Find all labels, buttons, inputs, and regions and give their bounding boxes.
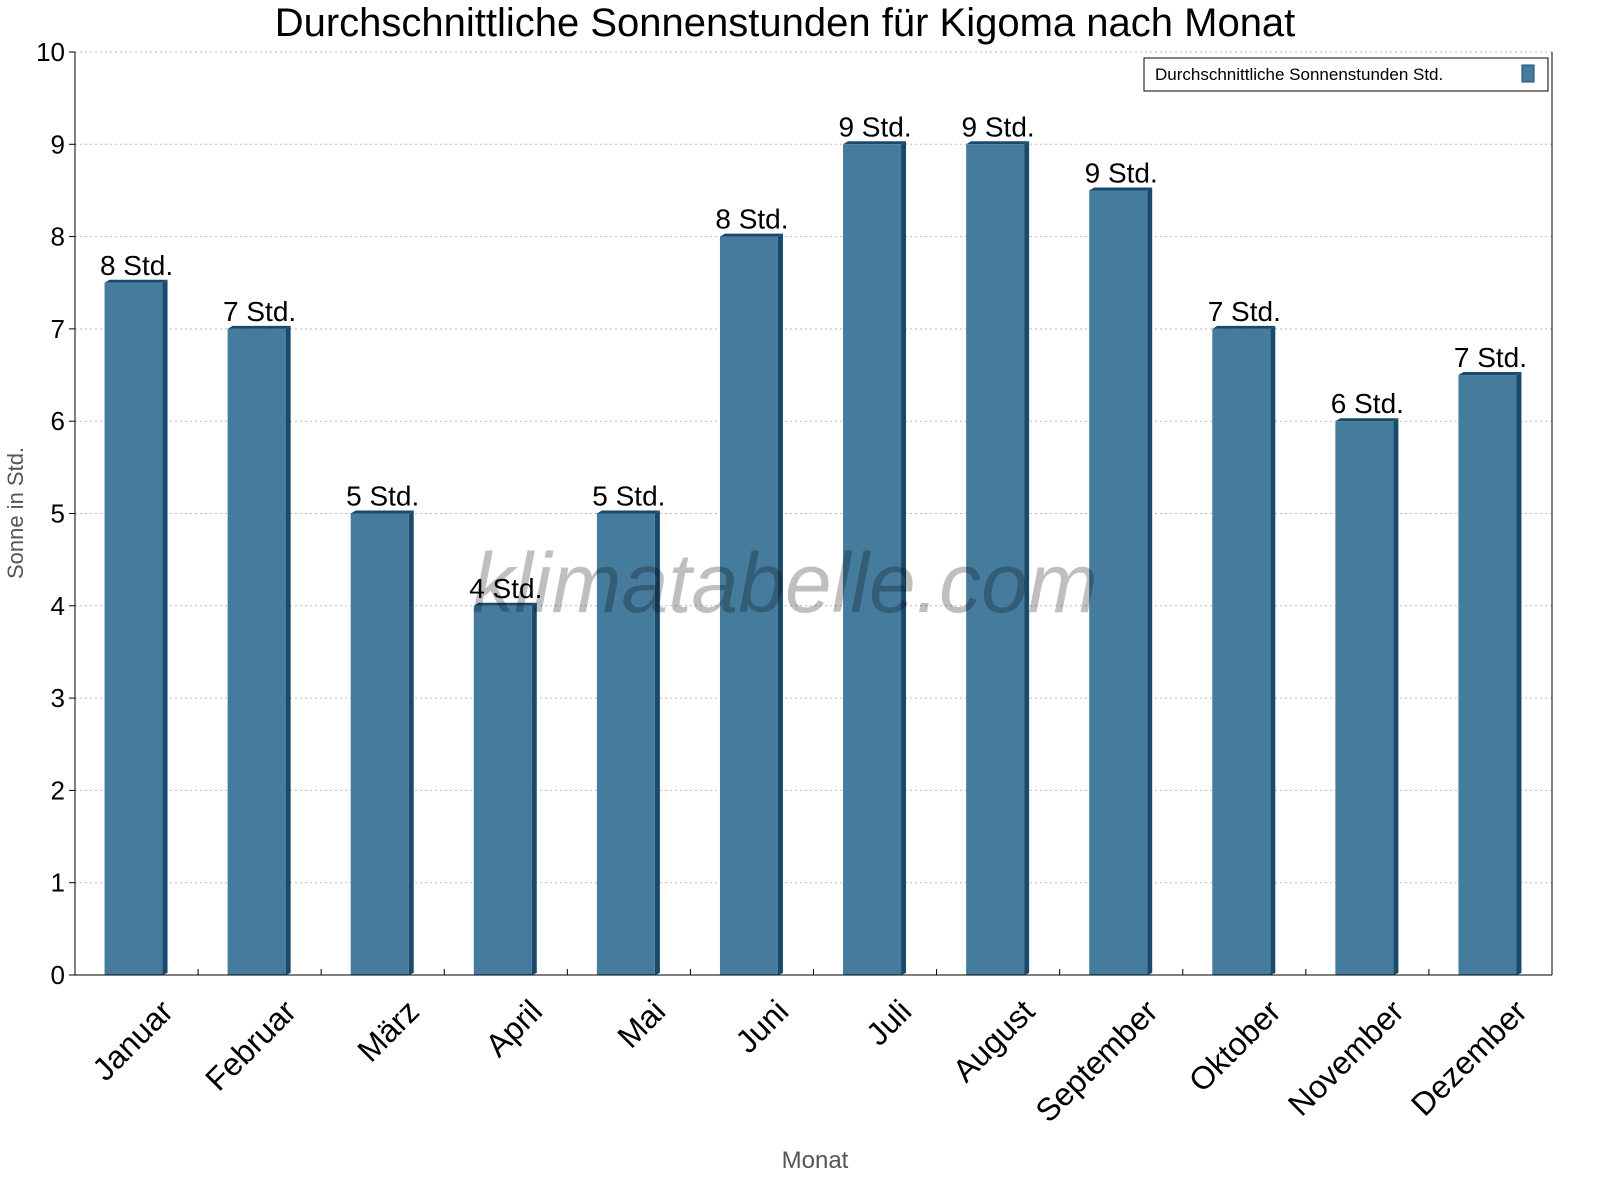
bar	[104, 282, 163, 975]
data-label: 7 Std.	[223, 296, 296, 327]
bar-side	[1516, 372, 1522, 975]
x-tick-label: Januar	[85, 993, 180, 1088]
watermark: klimatabelle.com	[472, 536, 1098, 630]
bar-top	[1335, 418, 1399, 422]
bar	[1458, 375, 1517, 975]
bar-top	[1212, 325, 1276, 329]
bar	[1212, 328, 1271, 975]
y-tick-label: 3	[51, 683, 65, 713]
bar-top	[473, 602, 537, 606]
bar-side	[901, 141, 907, 976]
data-label: 9 Std.	[962, 111, 1035, 142]
bar	[719, 236, 778, 976]
data-label: 4 Std.	[469, 573, 542, 604]
y-tick-label: 7	[51, 314, 65, 344]
y-tick-label: 0	[51, 960, 65, 990]
bar	[1335, 421, 1394, 975]
y-tick-label: 10	[36, 37, 65, 67]
bar-top	[966, 141, 1030, 145]
data-label: 7 Std.	[1454, 342, 1527, 373]
bar-top	[1089, 187, 1153, 191]
bar-top	[1458, 372, 1522, 376]
y-tick-label: 1	[51, 868, 65, 898]
data-label: 5 Std.	[592, 481, 665, 512]
bar-side	[1393, 418, 1399, 975]
x-tick-label: März	[350, 993, 426, 1069]
x-axis-label: Monat	[782, 1147, 849, 1174]
bar-side	[654, 510, 660, 975]
bar	[1089, 190, 1148, 975]
chart-title: Durchschnittliche Sonnenstunden für Kigo…	[275, 1, 1296, 45]
x-tick-label: August	[946, 993, 1042, 1089]
bar	[473, 605, 532, 975]
legend-label: Durchschnittliche Sonnenstunden Std.	[1155, 65, 1443, 84]
x-tick-label: September	[1028, 993, 1164, 1129]
x-tick-label: Juni	[728, 993, 795, 1060]
legend-swatch	[1521, 64, 1535, 83]
bar	[227, 328, 286, 975]
bar-side	[1147, 187, 1153, 975]
y-tick-label: 6	[51, 406, 65, 436]
bar-top	[843, 141, 907, 145]
bar-top	[350, 510, 414, 514]
data-label: 6 Std.	[1331, 388, 1404, 419]
x-tick-label: April	[478, 993, 549, 1064]
bar	[596, 513, 655, 975]
legend: Durchschnittliche Sonnenstunden Std.	[1143, 57, 1549, 92]
data-label: 9 Std.	[1085, 157, 1158, 188]
bar-side	[531, 602, 537, 975]
x-tick-label: Februar	[198, 993, 303, 1098]
x-tick-label: Mai	[610, 993, 672, 1055]
data-label: 5 Std.	[346, 481, 419, 512]
y-axis-label: Sonne in Std.	[3, 447, 28, 579]
bar-side	[1270, 325, 1276, 975]
x-tick-label: November	[1281, 993, 1411, 1123]
bar	[350, 513, 409, 975]
data-label: 8 Std.	[715, 204, 788, 235]
x-tick-label: Oktober	[1182, 993, 1288, 1099]
y-tick-label: 5	[51, 499, 65, 529]
data-label: 9 Std.	[838, 111, 911, 142]
bar-top	[596, 510, 660, 514]
bar-top	[719, 233, 783, 237]
bar-side	[408, 510, 414, 975]
data-label: 8 Std.	[100, 250, 173, 281]
bar-side	[285, 325, 291, 975]
bar	[966, 144, 1025, 976]
bar	[843, 144, 902, 976]
y-tick-label: 2	[51, 775, 65, 805]
bar-side	[162, 279, 168, 975]
bar-top	[227, 325, 291, 329]
x-tick-label: Dezember	[1404, 993, 1534, 1123]
y-tick-label: 8	[51, 222, 65, 252]
bar-side	[1024, 141, 1030, 976]
bar-side	[777, 233, 783, 976]
bar-top	[104, 279, 168, 283]
y-tick-label: 9	[51, 129, 65, 159]
data-label: 7 Std.	[1208, 296, 1281, 327]
y-tick-label: 4	[51, 591, 65, 621]
x-tick-label: Juli	[859, 993, 918, 1052]
